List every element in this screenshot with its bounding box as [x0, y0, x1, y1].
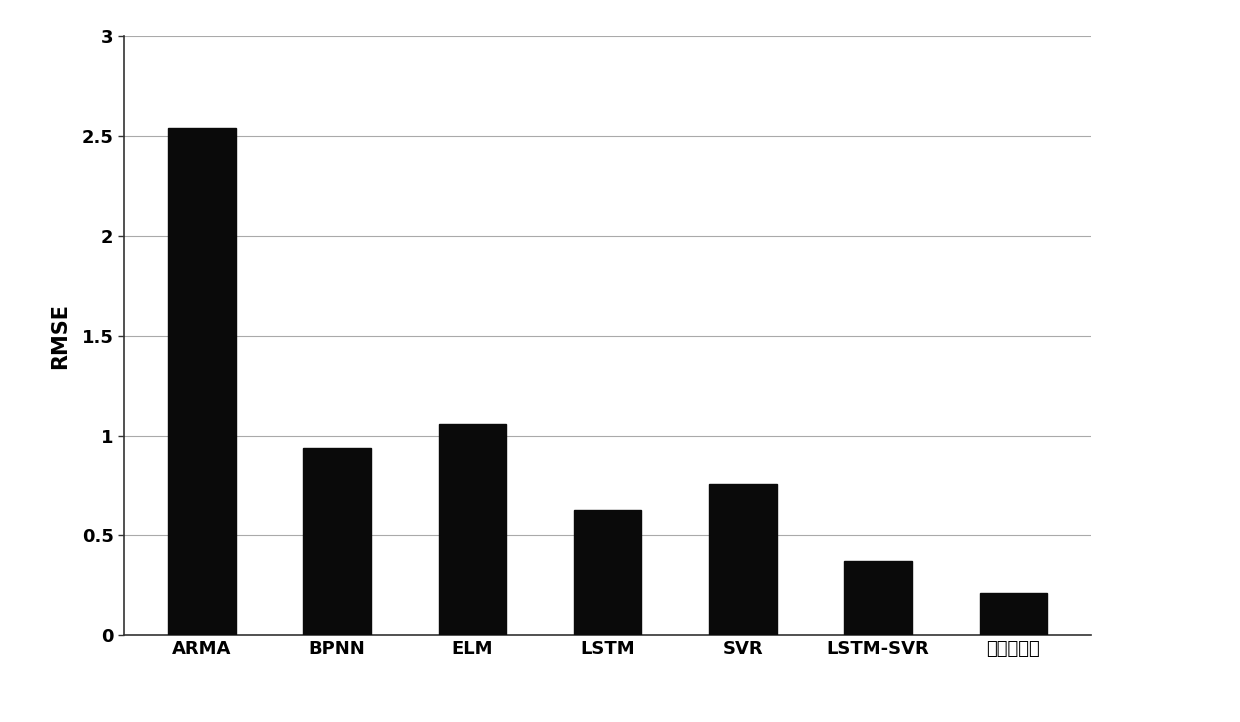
Bar: [844, 562, 911, 635]
Y-axis label: RMSE: RMSE: [51, 303, 71, 369]
Bar: [574, 510, 641, 635]
Bar: [709, 484, 776, 635]
Bar: [304, 448, 371, 635]
Bar: [439, 424, 506, 635]
Bar: [980, 593, 1048, 635]
Bar: [167, 128, 236, 635]
